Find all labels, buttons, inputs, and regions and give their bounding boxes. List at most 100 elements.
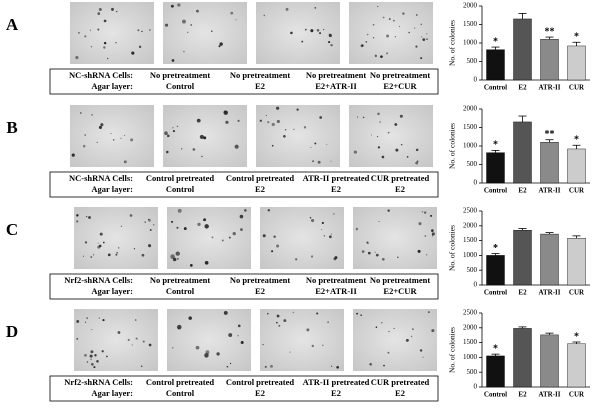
colony-dot [398,25,401,28]
colony-dot [416,160,419,163]
colony-photo [256,105,340,167]
colony-dot [147,244,152,248]
colony-dot [397,256,399,259]
colony-dot [377,5,379,8]
colony-photo [70,2,154,64]
colony-dot [141,30,143,33]
colony-dot [196,118,201,123]
colony-dot [330,365,333,367]
colony-dot [361,44,364,47]
colony-dot [211,236,214,239]
colony-dot [204,260,209,265]
colony-dot [387,131,390,134]
colony-dot [386,52,389,55]
colony-dot [374,251,376,253]
x-tick-label: E2 [518,289,527,297]
x-tick-label: CUR [569,391,585,399]
colony-dot [356,116,359,118]
colony-dot [355,227,359,231]
colony-dot [356,312,359,315]
colony-dot [370,134,372,136]
column-label: ATR-II pretreated [303,377,370,387]
colony-dot [187,31,189,33]
colony-dot [422,38,426,42]
colony-dot [290,31,293,35]
colony-dot [230,11,234,15]
colony-dot [426,254,428,256]
colony-dot [386,34,390,38]
y-tick-label: 2500 [463,207,478,215]
colony-dot [388,330,390,333]
colony-dot [86,317,88,319]
colony-dot [170,254,175,259]
y-tick-label: 2000 [463,221,478,229]
y-tick-label: 2500 [463,309,478,317]
significance-label: * [574,331,579,342]
column-label: No pretreatment [306,70,367,80]
bar [486,255,505,286]
colony-dot [381,155,385,159]
colony-dot [148,343,152,347]
colony-dot [415,161,418,165]
colony-dot [164,131,168,136]
panel-letter: B [6,118,17,137]
significance-label: ** [545,26,555,37]
colony-dot [415,14,418,16]
column-label: Control pretreated [146,173,214,183]
colony-dot [310,146,312,148]
colony-dot [176,125,179,128]
colony-dot [166,150,169,154]
row-label: Nrf2-shRNA Cells: [64,377,133,387]
colony-dot [178,328,180,330]
colony-dot [107,253,111,257]
colony-dot [176,324,182,330]
colony-dot [323,29,325,31]
colony-dot [142,340,145,343]
x-tick-label: CUR [569,289,585,297]
colony-dot [90,350,94,354]
colony-dot [135,337,138,340]
colony-photo [256,2,340,64]
colony-dot [310,255,314,258]
colony-dot [219,42,223,46]
colony-dot [223,310,228,315]
colony-dot [120,137,122,139]
colony-dot [406,155,409,158]
colony-dot [414,27,416,29]
colony-dot [85,215,88,218]
colony-dot [408,31,410,34]
y-tick-label: 1000 [463,353,478,361]
colony-dot [175,251,180,256]
colony-dot [336,365,339,369]
colony-dot [120,225,123,228]
row-label: NC-shRNA Cells: [69,70,133,80]
colony-dot [304,28,307,31]
colony-dot [140,365,143,367]
colony-dot [228,236,231,239]
colony-dot [91,362,94,366]
column-label: Control [166,184,195,194]
column-label: Control pretreated [226,377,294,387]
column-label: ATR-II pretreated [303,173,370,183]
colony-dot [431,329,435,333]
x-tick-label: CUR [569,187,585,195]
column-label: No pretreatment [230,275,291,285]
colony-dot [199,134,204,140]
column-label: No pretreatment [230,70,291,80]
y-tick-label: 0 [474,76,478,84]
column-label: E2 [395,388,405,398]
row-label: Agar layer: [91,286,133,296]
colony-dot [333,213,335,215]
colony-dot [149,229,152,231]
y-tick-label: 1500 [463,123,478,131]
row-label: Nrf2-shRNA Cells: [64,275,133,285]
colony-dot [400,143,403,146]
colony-dot [423,211,427,214]
colony-dot [164,23,169,27]
colony-dot [221,239,224,242]
colony-dot [379,121,381,123]
colony-dot [229,362,232,365]
colony-dot [271,250,274,253]
colony-dot [130,138,134,142]
colony-photo [167,207,251,269]
